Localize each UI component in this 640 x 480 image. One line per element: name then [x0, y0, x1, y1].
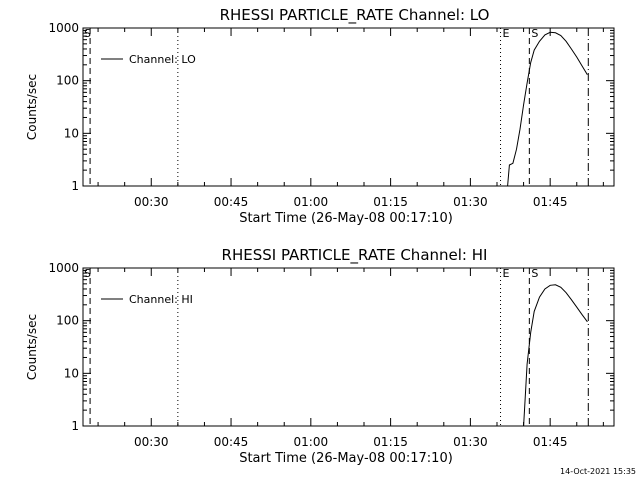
panel-2-y-axis-label: Counts/sec	[25, 314, 39, 380]
panel-2-marker-label: E	[503, 267, 510, 280]
panel-2-x-tick-label: 01:30	[453, 435, 488, 449]
panel-2-legend-entry: Channel: HI	[129, 293, 193, 306]
panel-1-x-tick-label: 01:45	[533, 195, 568, 209]
panel-1: RHESSI PARTICLE_RATE Channel: LO Start Ti…	[25, 6, 615, 226]
panel-2-x-axis-label: Start Time (26-May-08 00:17:10)	[239, 451, 453, 466]
panel-2-series-line	[523, 284, 588, 427]
panel-1-marker-label: E	[503, 27, 510, 40]
panel-2: RHESSI PARTICLE_RATE Channel: HI Start Ti…	[25, 246, 615, 466]
footer-timestamp: 14-Oct-2021 15:35	[560, 467, 636, 476]
panel-2-x-tick-label: 01:15	[373, 435, 408, 449]
panel-2-marker-label: S	[531, 267, 538, 280]
panel-1-legend-entry: Channel: LO	[129, 53, 196, 66]
panel-2-x-tick-label: 01:45	[533, 435, 568, 449]
panel-1-corner-label: S	[84, 27, 91, 40]
panel-1-x-axis-label: Start Time (26-May-08 00:17:10)	[239, 211, 453, 226]
panel-1-y-tick-label: 1000	[48, 21, 79, 35]
panel-1-x-tick-label: 00:45	[214, 195, 249, 209]
panel-1-y-tick-label: 1	[71, 179, 79, 193]
panel-2-x-tick-label: 01:00	[294, 435, 329, 449]
panel-1-x-tick-label: 01:30	[453, 195, 488, 209]
panel-2-x-tick-label: 00:30	[134, 435, 169, 449]
panel-1-marker-label: S	[531, 27, 538, 40]
panel-1-y-axis-label: Counts/sec	[25, 74, 39, 140]
panel-1-title: RHESSI PARTICLE_RATE Channel: LO	[220, 6, 490, 25]
panel-1-x-tick-label: 01:15	[373, 195, 408, 209]
panel-1-x-tick-label: 01:00	[294, 195, 329, 209]
panel-2-y-tick-label: 1	[71, 419, 79, 433]
panel-2-plot-frame	[82, 267, 615, 427]
panel-1-y-tick-label: 10	[64, 126, 79, 140]
panel-1-y-tick-label: 100	[56, 74, 79, 88]
panel-2-y-tick-label: 100	[56, 314, 79, 328]
panel-1-series-line	[507, 31, 588, 187]
panel-2-title: RHESSI PARTICLE_RATE Channel: HI	[222, 246, 488, 265]
panel-2-y-tick-label: 10	[64, 366, 79, 380]
panel-1-plot-frame	[82, 27, 615, 187]
panel-2-y-tick-label: 1000	[48, 261, 79, 275]
panel-2-corner-label: S	[84, 267, 91, 280]
panel-1-x-tick-label: 00:30	[134, 195, 169, 209]
panel-2-x-tick-label: 00:45	[214, 435, 249, 449]
